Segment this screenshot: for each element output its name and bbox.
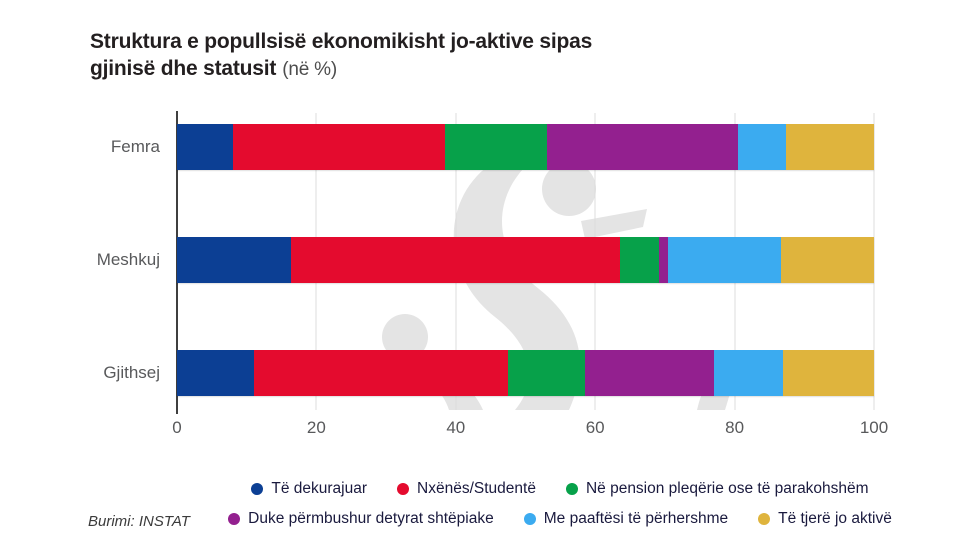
plot-area: 0 20 40 60 80 100 bbox=[172, 111, 888, 437]
legend-row-1: Të dekurajuar Nxënës/Studentë Në pension p… bbox=[120, 474, 978, 504]
bar-row-gjithsej bbox=[177, 350, 874, 396]
legend-label: Të dekurajuar bbox=[271, 480, 368, 497]
chart-title: Struktura e popullsisë ekonomikisht jo-a… bbox=[90, 28, 710, 83]
legend-label: Nxënës/Studentë bbox=[417, 480, 536, 497]
chart-title-line2-bold: gjinisë dhe statusit bbox=[90, 57, 277, 80]
bar-segment bbox=[738, 124, 787, 170]
legend-item: Të dekurajuar bbox=[251, 480, 367, 498]
chart-title-line2: gjinisë dhe statusit (në %) bbox=[90, 55, 710, 83]
bar-segment bbox=[783, 350, 874, 396]
legend-dot-icon bbox=[397, 483, 410, 495]
bar-segment bbox=[585, 350, 714, 396]
bar-segment bbox=[713, 350, 784, 396]
category-label-gjithsej: Gjithsej bbox=[103, 363, 160, 382]
legend-item: Nxënës/Studentë bbox=[397, 480, 536, 498]
legend-item: Duke përmbushur detyrat shtëpiake bbox=[228, 510, 494, 528]
gridline-100 bbox=[873, 113, 875, 410]
legend-dot-icon bbox=[758, 513, 771, 525]
bar-segment bbox=[291, 237, 621, 283]
bar-segment bbox=[547, 124, 739, 170]
legend-dot-icon bbox=[565, 483, 578, 495]
x-tick-20: 20 bbox=[306, 418, 326, 437]
chart-title-unit: (në %) bbox=[282, 59, 337, 80]
x-tick-0: 0 bbox=[172, 418, 182, 437]
bar-segment bbox=[781, 237, 874, 283]
x-tick-60: 60 bbox=[585, 418, 605, 437]
bar-segment bbox=[253, 350, 509, 396]
bar-segment bbox=[620, 237, 660, 283]
legend-label: Me paaftësi të përhershme bbox=[543, 510, 729, 527]
legend-dot-icon bbox=[523, 513, 536, 525]
bar-segment bbox=[177, 237, 292, 283]
legend: Të dekurajuar Nxënës/Studentë Në pension p… bbox=[120, 474, 978, 534]
legend-label: Të tjerë jo aktivë bbox=[778, 510, 892, 527]
legend-item: Me paaftësi të përhershme bbox=[523, 510, 729, 528]
bar-segment bbox=[786, 124, 874, 170]
stacked-bar-chart: 0 20 40 60 80 100 Femra Meshkuj Gjithsej bbox=[97, 111, 888, 453]
bar-segment bbox=[233, 124, 445, 170]
bar-segment bbox=[667, 237, 782, 283]
legend-label: Në pension pleqërie ose të parakohshëm bbox=[585, 480, 869, 497]
x-tick-80: 80 bbox=[725, 418, 745, 437]
x-tick-40: 40 bbox=[446, 418, 466, 437]
bar-segment bbox=[659, 237, 668, 283]
chart-title-line1: Struktura e popullsisë ekonomikisht jo-a… bbox=[90, 30, 593, 53]
bar-row-femra bbox=[177, 124, 874, 170]
source-label: Burimi: INSTAT bbox=[88, 513, 190, 530]
category-label-meshkuj: Meshkuj bbox=[96, 250, 160, 269]
bar-segment bbox=[177, 350, 254, 396]
legend-dot-icon bbox=[251, 483, 264, 495]
bar-segment bbox=[508, 350, 586, 396]
category-label-femra: Femra bbox=[110, 137, 160, 156]
x-tick-100: 100 bbox=[859, 418, 889, 437]
bar-row-meshkuj bbox=[177, 237, 874, 283]
bar-segment bbox=[177, 124, 234, 170]
legend-dot-icon bbox=[228, 513, 241, 525]
legend-item: Në pension pleqërie ose të parakohshëm bbox=[565, 480, 869, 498]
legend-row-2: Duke përmbushur detyrat shtëpiake Me paaf… bbox=[120, 504, 978, 534]
legend-item: Të tjerë jo aktivë bbox=[758, 510, 892, 528]
legend-label: Duke përmbushur detyrat shtëpiake bbox=[248, 510, 494, 527]
bar-segment bbox=[444, 124, 548, 170]
